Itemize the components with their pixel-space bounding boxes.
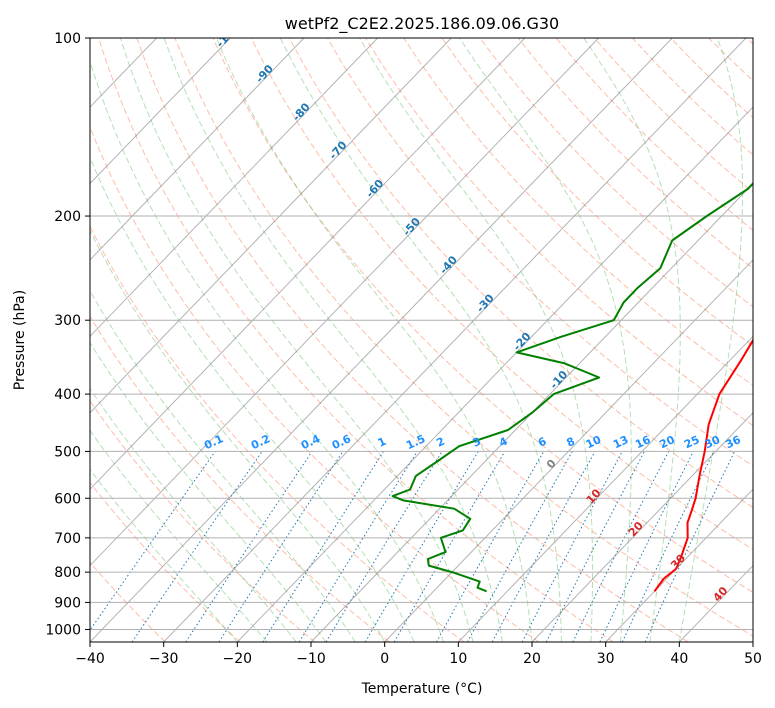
- mixing-ratio-lines: [90, 451, 736, 642]
- plot-frame: [89, 37, 754, 643]
- mixing-ratio-line: [262, 451, 384, 642]
- x-tick-label: −30: [149, 651, 179, 667]
- dry-adiabat-line: [90, 400, 316, 642]
- y-tick-label: 600: [54, 491, 81, 507]
- mixing-ratio-line: [325, 451, 443, 642]
- moist-adiabat-line: [583, 38, 681, 642]
- moist-adiabat-line: [90, 341, 327, 642]
- moist-adiabat-line: [90, 429, 268, 642]
- x-tick-label: −40: [75, 651, 105, 667]
- isotherm-line: [90, 38, 305, 261]
- dry-adiabat-line: [250, 38, 753, 551]
- y-tick-label: 300: [54, 313, 81, 329]
- y-tick-label: 100: [54, 31, 81, 47]
- moist-adiabats: [90, 38, 744, 642]
- moist-adiabat-line: [359, 38, 594, 642]
- mixing-ratio-label: 36: [723, 433, 743, 451]
- chart-title: wetPf2_C2E2.2025.186.09.06.G30: [285, 14, 559, 34]
- isotherm-line: [90, 38, 673, 642]
- x-tick-label: 30: [597, 651, 615, 667]
- mixing-ratio-line: [467, 451, 573, 642]
- mixing-ratio-label: 13: [611, 433, 630, 451]
- isotherm-line: [384, 259, 753, 642]
- moist-adiabat-line: [163, 38, 503, 642]
- dry-adiabat-line: [326, 38, 753, 467]
- isotherm-line: [310, 182, 753, 642]
- moist-adiabat-line: [678, 38, 744, 642]
- y-tick-label: 900: [54, 595, 81, 611]
- x-tick-label: −20: [223, 651, 253, 667]
- mixing-ratio-line: [572, 451, 670, 642]
- moist-adiabat-line: [90, 468, 238, 642]
- x-tick-label: 20: [523, 651, 541, 667]
- dry-adiabat-line: [441, 38, 753, 347]
- mixing-ratio-line: [131, 451, 263, 642]
- mixing-ratio-line: [90, 451, 216, 632]
- isotherm-line: [236, 106, 753, 642]
- dry-adiabat-line: [90, 125, 540, 642]
- x-axis-label: Temperature (°C): [361, 681, 483, 697]
- x-tick-label: −10: [296, 651, 326, 667]
- moist-adiabat-line: [90, 387, 297, 642]
- y-tick-label: 800: [54, 565, 81, 581]
- dewpoint-profile-line: [391, 182, 753, 593]
- moist-adiabat-line: [215, 38, 533, 642]
- y-axis-ticks: 100 200 300 400 500 600 700 800 900 1000: [45, 31, 90, 638]
- dry-adiabat-line: [136, 38, 689, 642]
- x-tick-label: 40: [670, 651, 688, 667]
- moist-adiabat-line: [90, 156, 415, 642]
- mixing-ratio-line: [185, 451, 313, 642]
- y-tick-label: 1000: [45, 622, 81, 638]
- isotherm-line: [531, 412, 753, 642]
- pressure-gridlines: [90, 38, 753, 630]
- x-tick-label: 10: [449, 651, 467, 667]
- mixing-ratio-line: [545, 451, 645, 642]
- isotherm-line: [90, 38, 378, 338]
- mixing-ratio-label: 20: [657, 433, 677, 451]
- moist-adiabat-line: [279, 38, 562, 642]
- isotherms: [90, 38, 753, 642]
- mixing-ratio-line: [298, 451, 418, 642]
- dry-adiabat-line: [90, 561, 166, 642]
- isotherm-line: [163, 38, 747, 642]
- dry-adiabat-line: [98, 38, 614, 642]
- moist-adiabat-line: [458, 38, 632, 642]
- isotherm-line: [457, 335, 753, 642]
- profile-series: [391, 182, 753, 593]
- isotherm-line: [90, 38, 599, 567]
- dry-adiabat-line: [288, 38, 753, 509]
- mixing-ratio-line: [218, 451, 344, 642]
- isotherm-line: [605, 488, 753, 642]
- moist-adiabat-line: [90, 289, 356, 642]
- isotherm-line: [90, 38, 231, 185]
- moist-adiabat-line: [90, 59, 445, 642]
- dry-adiabat-line: [403, 38, 753, 386]
- moist-adiabat-line: [90, 229, 386, 642]
- mixing-ratio-label: 16: [633, 433, 653, 451]
- isotherm-line: [90, 38, 452, 414]
- mixing-ratio-label: 10: [584, 433, 604, 451]
- x-tick-label: 50: [744, 651, 762, 667]
- dry-adiabat-line: [90, 315, 390, 642]
- mixing-ratio-label: 25: [682, 433, 701, 451]
- dry-adiabat-line: [90, 225, 465, 642]
- mixing-ratio-label: 30: [703, 433, 723, 451]
- y-tick-label: 700: [54, 531, 81, 547]
- y-tick-label: 200: [54, 209, 81, 225]
- temperature-profile-line: [653, 338, 753, 592]
- y-axis-label: Pressure (hPa): [12, 290, 28, 390]
- x-tick-label: 0: [380, 651, 389, 667]
- mixing-ratio-line: [435, 451, 545, 642]
- y-tick-label: 400: [54, 387, 81, 403]
- y-tick-label: 500: [54, 444, 81, 460]
- dry-adiabats: [90, 38, 753, 642]
- x-axis-ticks: −40 −30 −20 −10 0 10 20 30 40 50: [75, 642, 762, 667]
- isotherm-line: [90, 38, 526, 490]
